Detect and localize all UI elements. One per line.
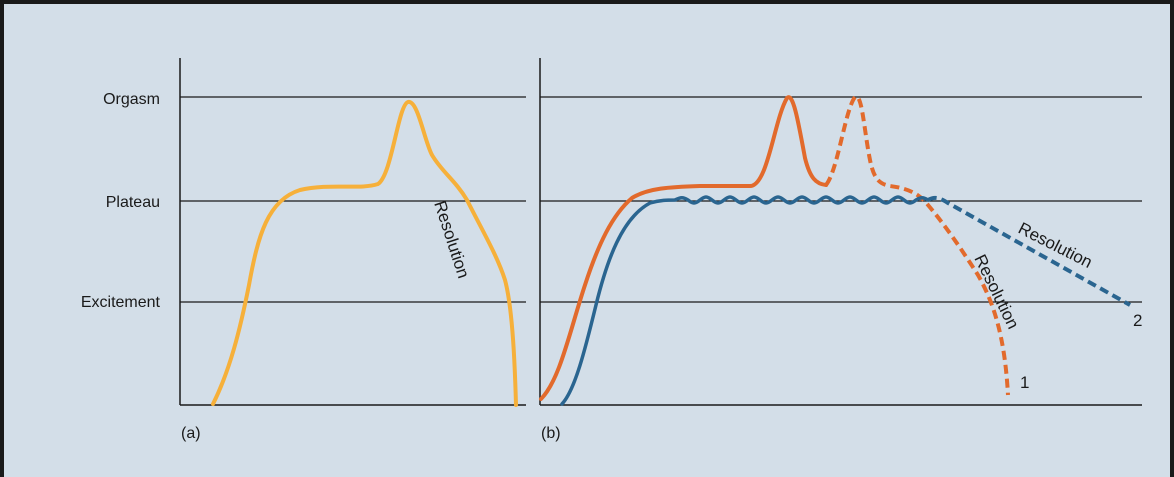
ylabel-plateau: Plateau (106, 194, 160, 211)
panel-b-curve-2-number: 2 (1133, 311, 1142, 330)
panel-b-blue-curve-solid (560, 195, 930, 406)
panel-b-orange-curve-dashed (824, 94, 1010, 396)
panel-b-orange-curve-solid (539, 95, 828, 401)
panel-b-label: (b) (541, 425, 561, 442)
panel-b-curve-1-number: 1 (1020, 373, 1029, 392)
ylabel-excitement: Excitement (81, 294, 161, 311)
panel-a-response-curve (211, 100, 518, 407)
panel-b-blue-curve-dashed (927, 195, 1131, 307)
panel-a-label: (a) (181, 425, 201, 442)
ylabel-orgasm: Orgasm (103, 91, 160, 108)
